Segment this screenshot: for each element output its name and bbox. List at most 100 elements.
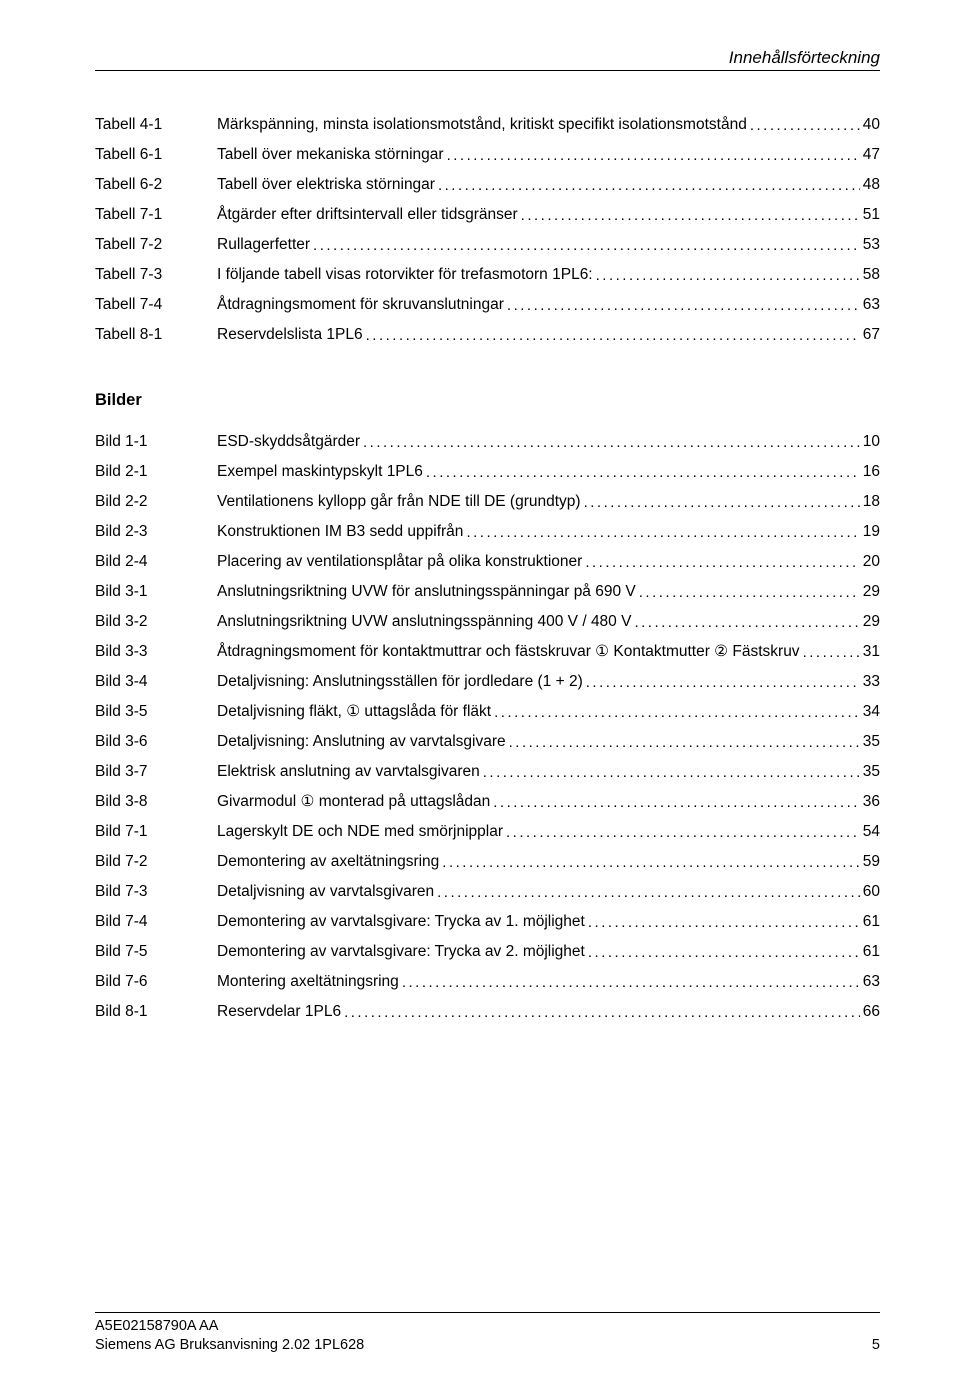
toc-row: Bild 2-2Ventilationens kyllopp går från … [95, 494, 880, 510]
toc-row: Tabell 6-2Tabell över elektriska störnin… [95, 177, 880, 193]
toc-title: Placering av ventilationsplåtar på olika… [217, 554, 585, 570]
toc-title: Åtgärder efter driftsintervall eller tid… [217, 207, 521, 223]
toc-row: Bild 2-3Konstruktionen IM B3 sedd uppifr… [95, 524, 880, 540]
toc-label: Bild 3-8 [95, 794, 217, 810]
toc-dot-leader [588, 945, 860, 960]
toc-dot-leader [585, 555, 859, 570]
toc-title: Åtdragningsmoment för skruvanslutningar [217, 297, 507, 313]
toc-title: Givarmodul ① monterad på uttagslådan [217, 794, 493, 810]
footer-doc-id: A5E02158790A AA [95, 1317, 218, 1337]
toc-title: Elektrisk anslutning av varvtalsgivaren [217, 764, 483, 780]
toc-row: Tabell 7-1Åtgärder efter driftsintervall… [95, 207, 880, 223]
toc-title: Detaljvisning av varvtalsgivaren [217, 884, 437, 900]
toc-title: Åtdragningsmoment för kontaktmuttrar och… [217, 644, 803, 660]
toc-label: Tabell 7-4 [95, 297, 217, 313]
toc-dot-leader [584, 495, 860, 510]
toc-page-number: 61 [860, 944, 880, 960]
toc-page-number: 54 [860, 824, 880, 840]
toc-label: Tabell 6-2 [95, 177, 217, 193]
toc-row: Bild 7-5Demontering av varvtalsgivare: T… [95, 944, 880, 960]
toc-row: Bild 3-4Detaljvisning: Anslutningsställe… [95, 674, 880, 690]
toc-row: Bild 3-8Givarmodul ① monterad på uttagsl… [95, 794, 880, 810]
toc-title: Tabell över elektriska störningar [217, 177, 438, 193]
toc-page-number: 47 [860, 147, 880, 163]
toc-row: Bild 2-1Exempel maskintypskylt 1PL616 [95, 464, 880, 480]
toc-dot-leader [596, 268, 860, 283]
tables-toc-section: Tabell 4-1Märkspänning, minsta isolation… [95, 117, 880, 343]
toc-page-number: 35 [860, 764, 880, 780]
toc-row: Bild 7-6Montering axeltätningsring63 [95, 974, 880, 990]
footer-publisher: Siemens AG Bruksanvisning 2.02 1PL628 [95, 1336, 364, 1356]
toc-title: Detaljvisning fläkt, ① uttagslåda för fl… [217, 704, 494, 720]
toc-dot-leader [803, 645, 860, 660]
toc-page-number: 34 [860, 704, 880, 720]
toc-page-number: 58 [860, 267, 880, 283]
toc-label: Tabell 8-1 [95, 327, 217, 343]
toc-label: Bild 3-1 [95, 584, 217, 600]
toc-title: Reservdelar 1PL6 [217, 1004, 344, 1020]
toc-row: Bild 8-1Reservdelar 1PL6 66 [95, 1004, 880, 1020]
toc-dot-leader [402, 975, 860, 990]
toc-title: Rullagerfetter [217, 237, 313, 253]
header-rule [95, 70, 880, 71]
toc-label: Tabell 7-1 [95, 207, 217, 223]
toc-row: Bild 3-3Åtdragningsmoment för kontaktmut… [95, 644, 880, 660]
toc-page-number: 16 [860, 464, 880, 480]
toc-dot-leader [507, 298, 860, 313]
toc-dot-leader [634, 615, 859, 630]
toc-label: Bild 2-3 [95, 524, 217, 540]
toc-page-number: 35 [860, 734, 880, 750]
toc-page-number: 10 [860, 434, 880, 450]
toc-label: Bild 7-6 [95, 974, 217, 990]
toc-label: Tabell 7-2 [95, 237, 217, 253]
figures-toc-section: Bild 1-1ESD-skyddsåtgärder10Bild 2-1Exem… [95, 434, 880, 1020]
toc-dot-leader [366, 328, 860, 343]
toc-row: Bild 3-5Detaljvisning fläkt, ① uttagslåd… [95, 704, 880, 720]
toc-title: Anslutningsriktning UVW anslutningsspänn… [217, 614, 634, 630]
toc-dot-leader [466, 525, 859, 540]
toc-title: Lagerskylt DE och NDE med smörjnipplar [217, 824, 506, 840]
toc-dot-leader [509, 735, 860, 750]
toc-label: Bild 2-2 [95, 494, 217, 510]
toc-row: Bild 7-2Demontering av axeltätningsring5… [95, 854, 880, 870]
toc-title: Detaljvisning: Anslutning av varvtalsgiv… [217, 734, 509, 750]
toc-dot-leader [426, 465, 860, 480]
toc-label: Bild 1-1 [95, 434, 217, 450]
toc-dot-leader [586, 675, 860, 690]
toc-dot-leader [506, 825, 860, 840]
toc-title: Demontering av varvtalsgivare: Trycka av… [217, 914, 588, 930]
toc-label: Bild 7-5 [95, 944, 217, 960]
toc-page-number: 31 [860, 644, 880, 660]
toc-title: Konstruktionen IM B3 sedd uppifrån [217, 524, 466, 540]
toc-row: Tabell 7-2Rullagerfetter53 [95, 237, 880, 253]
toc-dot-leader [494, 705, 860, 720]
toc-row: Bild 2-4Placering av ventilationsplåtar … [95, 554, 880, 570]
toc-label: Bild 2-4 [95, 554, 217, 570]
toc-title: Montering axeltätningsring [217, 974, 402, 990]
toc-title: Detaljvisning: Anslutningsställen för jo… [217, 674, 586, 690]
page-footer: A5E02158790A AA Siemens AG Bruksanvisnin… [95, 1312, 880, 1356]
toc-page-number: 63 [860, 297, 880, 313]
toc-row: Bild 1-1ESD-skyddsåtgärder 10 [95, 434, 880, 450]
toc-row: Bild 7-1Lagerskylt DE och NDE med smörjn… [95, 824, 880, 840]
toc-row: Tabell 4-1Märkspänning, minsta isolation… [95, 117, 880, 133]
toc-page-number: 59 [860, 854, 880, 870]
running-header: Innehållsförteckning [95, 48, 880, 68]
toc-page-number: 19 [860, 524, 880, 540]
toc-label: Bild 8-1 [95, 1004, 217, 1020]
toc-page-number: 18 [860, 494, 880, 510]
toc-page-number: 40 [860, 117, 880, 133]
footer-rule [95, 1312, 880, 1313]
toc-page-number: 36 [860, 794, 880, 810]
toc-page-number: 29 [860, 584, 880, 600]
toc-page-number: 66 [860, 1004, 880, 1020]
toc-row: Bild 3-1Anslutningsriktning UVW för ansl… [95, 584, 880, 600]
toc-label: Tabell 7-3 [95, 267, 217, 283]
toc-title: Märkspänning, minsta isolationsmotstånd,… [217, 117, 750, 133]
toc-dot-leader [344, 1005, 860, 1020]
toc-title: ESD-skyddsåtgärder [217, 434, 363, 450]
toc-dot-leader [363, 435, 860, 450]
toc-dot-leader [588, 915, 860, 930]
toc-title: Exempel maskintypskylt 1PL6 [217, 464, 426, 480]
toc-title: Ventilationens kyllopp går från NDE till… [217, 494, 584, 510]
